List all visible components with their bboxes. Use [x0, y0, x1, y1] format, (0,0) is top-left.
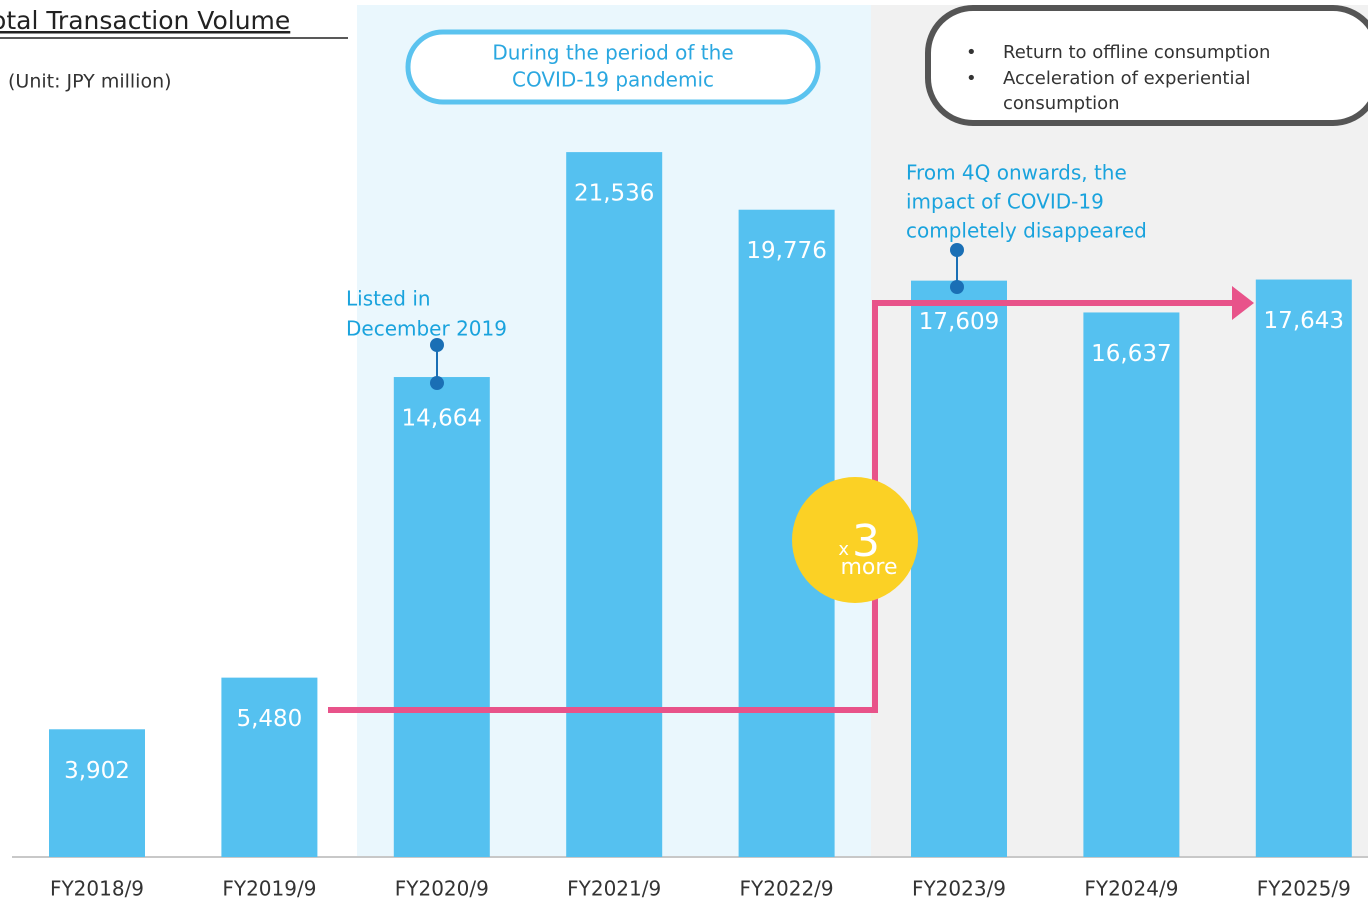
- bullet: •: [966, 68, 977, 89]
- growth-more: more: [841, 555, 898, 580]
- bar: [1083, 312, 1180, 857]
- value-label: 14,664: [402, 406, 482, 432]
- value-label: 3,902: [64, 758, 130, 784]
- growth-x: x: [838, 539, 849, 560]
- value-label: 19,776: [746, 238, 826, 264]
- callout-dot: [430, 338, 444, 352]
- fourth-quarter-text: From 4Q onwards, the: [906, 161, 1127, 185]
- bar: [1255, 279, 1352, 858]
- listed-text: December 2019: [346, 317, 507, 341]
- callout-dot: [430, 376, 444, 390]
- x-tick-label: FY2019/9: [222, 877, 316, 901]
- x-tick-label: FY2021/9: [567, 877, 661, 901]
- fourth-quarter-text: completely disappeared: [906, 219, 1147, 243]
- bullet: •: [966, 42, 977, 63]
- post-covid-text: Return to offline consumption: [1003, 42, 1270, 63]
- listed-text: Listed in: [346, 287, 431, 311]
- bar: [393, 377, 490, 857]
- arrow-head: [1232, 286, 1254, 320]
- overlay: x 3 more During the period of the COVID-…: [328, 5, 1368, 713]
- growth-factor: 3: [852, 516, 880, 567]
- bars: 3,902 5,480 14,664 21,536 19,776 17,609 16,637…: [49, 152, 1352, 858]
- covid-box: [405, 29, 821, 105]
- x-tick-label: FY2018/9: [50, 877, 144, 901]
- value-label: 5,480: [236, 706, 302, 732]
- value-label: 17,643: [1264, 308, 1344, 334]
- value-label: 21,536: [574, 181, 654, 207]
- x-tick-label: FY2025/9: [1257, 877, 1351, 901]
- x-tick-label: FY2024/9: [1084, 877, 1178, 901]
- post-covid-text: Acceleration of experiential: [1003, 68, 1251, 89]
- fourth-quarter-text: impact of COVID-19: [906, 190, 1104, 214]
- post-covid-box: [925, 5, 1368, 126]
- x-tick-label: FY2020/9: [395, 877, 489, 901]
- post-covid-text: consumption: [1003, 93, 1120, 114]
- callout-dot: [950, 243, 964, 257]
- bar: [566, 152, 663, 857]
- growth-badge: [792, 477, 918, 603]
- callout-dot: [950, 280, 964, 294]
- bar: [221, 677, 318, 857]
- x-tick-label: FY2022/9: [740, 877, 834, 901]
- covid-text: COVID-19 pandemic: [512, 68, 714, 92]
- covid-text: During the period of the: [492, 41, 733, 65]
- bar: [911, 280, 1007, 857]
- bar: [49, 729, 145, 857]
- x-tick-label: FY2023/9: [912, 877, 1006, 901]
- chart-title: Total Transaction Volume: [0, 6, 290, 35]
- value-label: 17,609: [919, 309, 999, 335]
- value-label: 16,637: [1091, 341, 1171, 367]
- unit-label: (Unit: JPY million): [8, 71, 172, 93]
